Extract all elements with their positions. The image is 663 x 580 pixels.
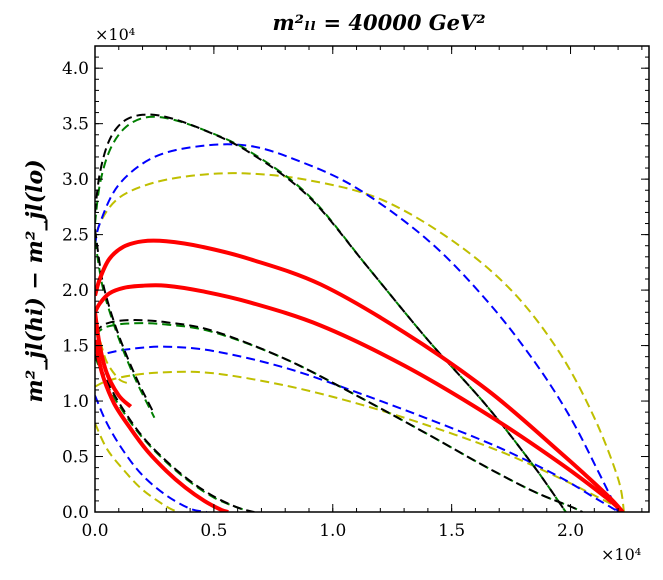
series-line-black-lower [95, 353, 255, 512]
y-tick-label: 1.0 [62, 392, 89, 412]
chart-title: m²ₗₗ = 40000 GeV² [272, 10, 485, 35]
series-line-red-left [95, 312, 133, 409]
y-tick-label: 4.0 [62, 59, 89, 79]
y-tick-label: 2.5 [62, 226, 89, 246]
x-tick-label: 0.0 [81, 521, 108, 541]
series-line-blue-inner [95, 345, 619, 512]
series-line-yellow-inner [95, 370, 625, 512]
tick-group: 0.0 0.5 1.0 1.5 2.0 0.0 0.5 1.0 1.5 2.0 2.5 3.0 3.5 4… [62, 46, 649, 541]
y-axis-label: m²_jl(hi) − m²_jl(lo) [22, 159, 48, 402]
series-line-red-lower [95, 339, 229, 512]
series-line-blue-outer [95, 143, 619, 512]
x-tick-label: 1.5 [438, 521, 465, 541]
x-tick-label: 2.0 [557, 521, 584, 541]
series-group [95, 113, 625, 512]
series-line-black-inner [95, 319, 583, 512]
series-line-red-inner [95, 283, 625, 512]
y-tick-label: 2.0 [62, 281, 89, 301]
y-tick-label: 3.5 [62, 115, 89, 135]
x-tick-label: 0.5 [200, 521, 227, 541]
x-tick-label: 1.0 [319, 521, 346, 541]
series-line-red-outer [95, 238, 625, 512]
y-tick-label: 3.0 [62, 170, 89, 190]
series-line-black-outer [95, 113, 567, 512]
series-line-yellow-lower [95, 422, 179, 512]
plot-area-frame [94, 45, 650, 513]
series-line-green-outer [95, 115, 567, 512]
y-tick-label: 1.5 [62, 337, 89, 357]
x-multiplier-label: ×10⁴ [601, 545, 641, 564]
series-line-green-inner [95, 322, 583, 512]
series-line-green-left [95, 240, 156, 419]
series-line-black-left [95, 228, 156, 415]
y-tick-label: 0.5 [62, 448, 89, 468]
y-multiplier-label: ×10⁴ [95, 25, 135, 44]
series-line-blue-lower [95, 395, 208, 512]
y-tick-label: 0.0 [62, 503, 89, 523]
